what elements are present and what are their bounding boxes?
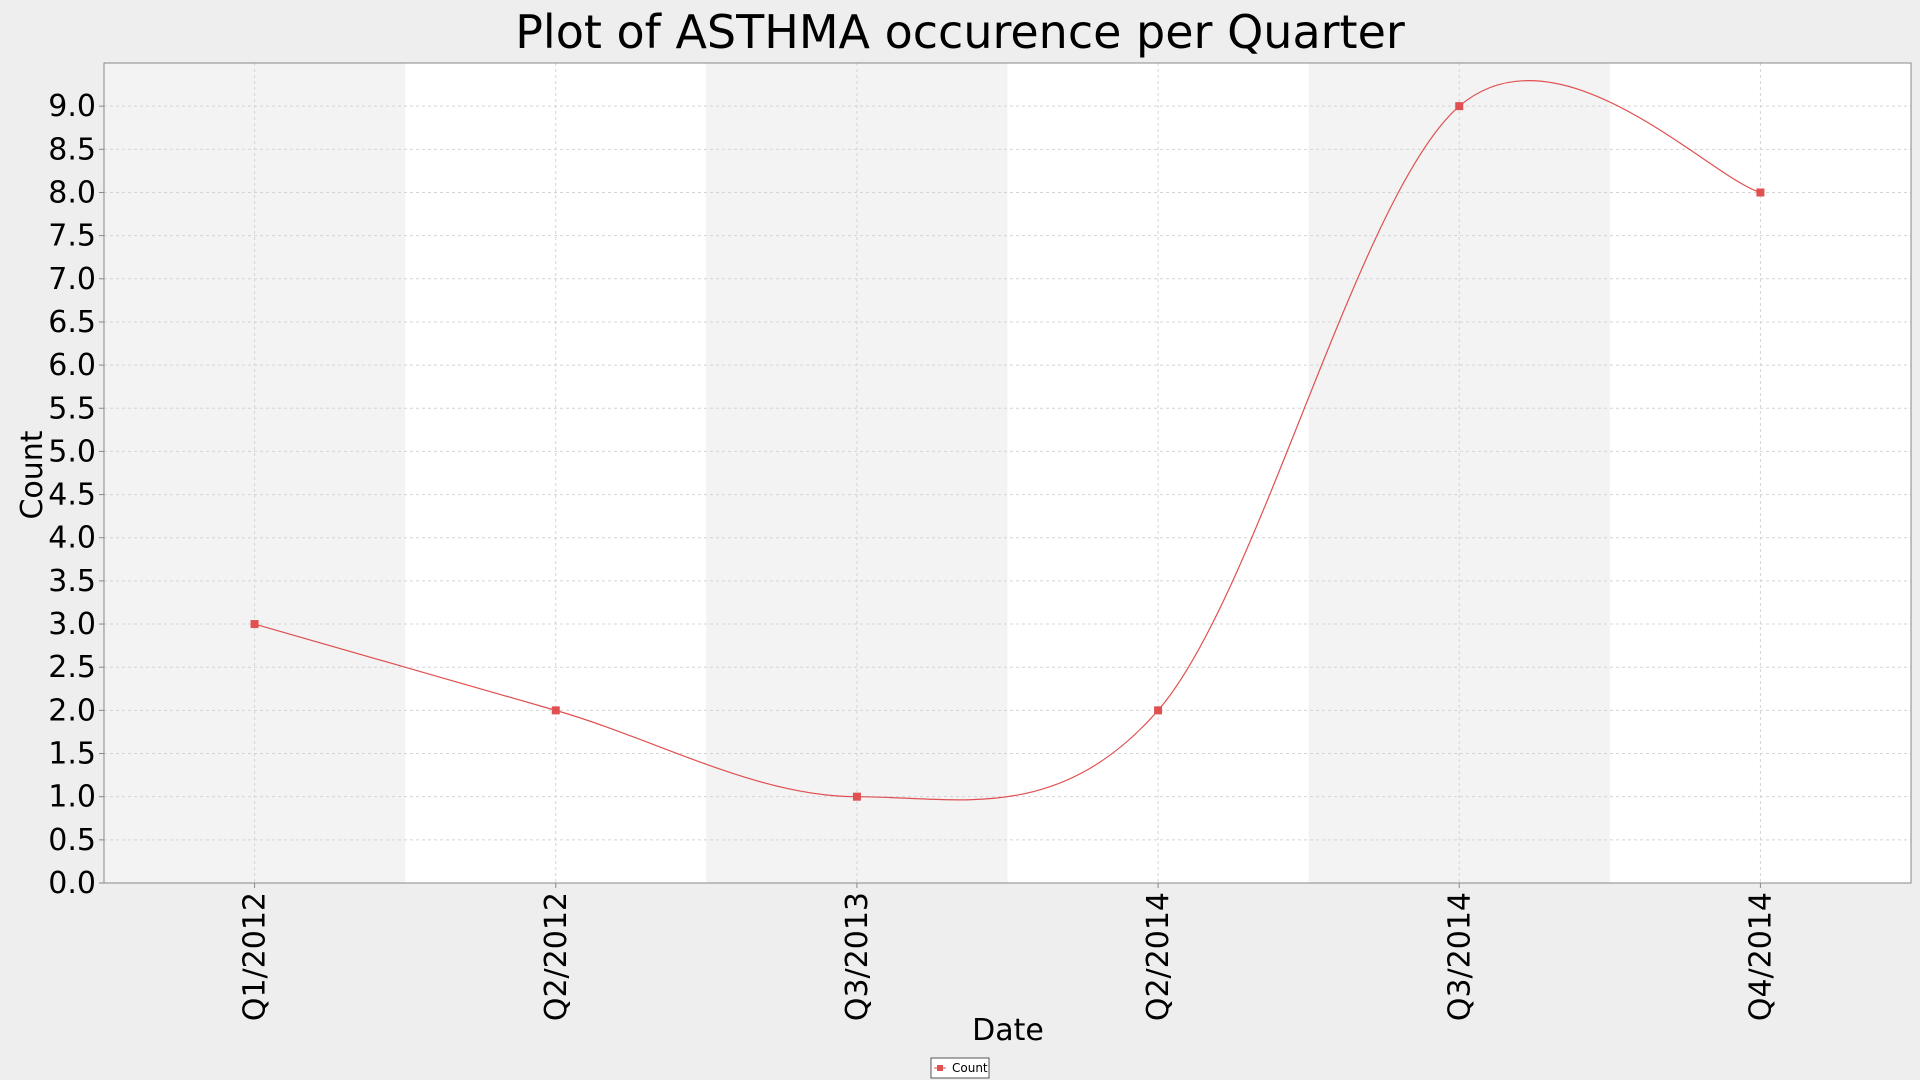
y-tick-label: 0.0 — [48, 866, 96, 901]
y-tick-label: 8.0 — [48, 175, 96, 210]
y-axis-ticks: 0.0 0.5 1.0 1.5 2.0 2.5 3.0 3.5 4.0 4.5 5.0 5.5 6.0 6… — [48, 89, 104, 901]
y-tick-label: 3.5 — [48, 564, 96, 599]
data-points — [250, 102, 1765, 801]
x-tick-label: Q1/2012 — [238, 892, 273, 1021]
y-tick-label: 1.0 — [48, 780, 96, 815]
legend-box — [930, 1057, 990, 1079]
y-tick-label: 6.0 — [48, 348, 96, 383]
data-point-marker — [250, 620, 259, 629]
data-point-marker — [1455, 102, 1464, 111]
data-point-marker — [551, 706, 560, 715]
y-tick-label: 9.0 — [48, 89, 96, 124]
x-axis-label: Date — [972, 1013, 1044, 1048]
y-tick-label: 5.5 — [48, 391, 96, 426]
x-tick-label: Q3/2014 — [1442, 892, 1477, 1021]
data-point-marker — [1154, 706, 1163, 715]
x-tick-label: Q4/2014 — [1743, 892, 1778, 1021]
legend-label-count: Count — [952, 1061, 988, 1075]
y-tick-label: 6.5 — [48, 305, 96, 340]
plot-border — [103, 62, 1912, 884]
chart-title: Plot of ASTHMA occurence per Quarter — [515, 5, 1405, 59]
data-point-marker — [852, 792, 861, 801]
y-tick-label: 8.5 — [48, 132, 96, 167]
y-tick-label: 4.5 — [48, 478, 96, 513]
y-tick-label: 2.5 — [48, 650, 96, 685]
x-tick-label: Q3/2013 — [840, 892, 875, 1021]
background-bands — [104, 63, 1911, 883]
x-tick-label: Q2/2012 — [539, 892, 574, 1021]
x-tick-label: Q2/2014 — [1141, 892, 1176, 1021]
y-tick-label: 0.5 — [48, 823, 96, 858]
y-tick-label: 4.0 — [48, 521, 96, 556]
y-tick-label: 7.5 — [48, 219, 96, 254]
y-axis-label: Count — [15, 430, 50, 519]
y-tick-label: 5.0 — [48, 434, 96, 469]
y-tick-label: 3.0 — [48, 607, 96, 642]
y-tick-label: 2.0 — [48, 693, 96, 728]
y-tick-label: 7.0 — [48, 262, 96, 297]
y-tick-label: 1.5 — [48, 737, 96, 772]
data-point-marker — [1756, 188, 1765, 197]
legend-swatch-marker — [937, 1065, 943, 1071]
legend: Count — [930, 1057, 990, 1079]
x-axis-ticks: Q1/2012 Q2/2012 Q3/2013 Q2/2014 Q3/2014 Q4/20… — [238, 883, 1778, 1021]
